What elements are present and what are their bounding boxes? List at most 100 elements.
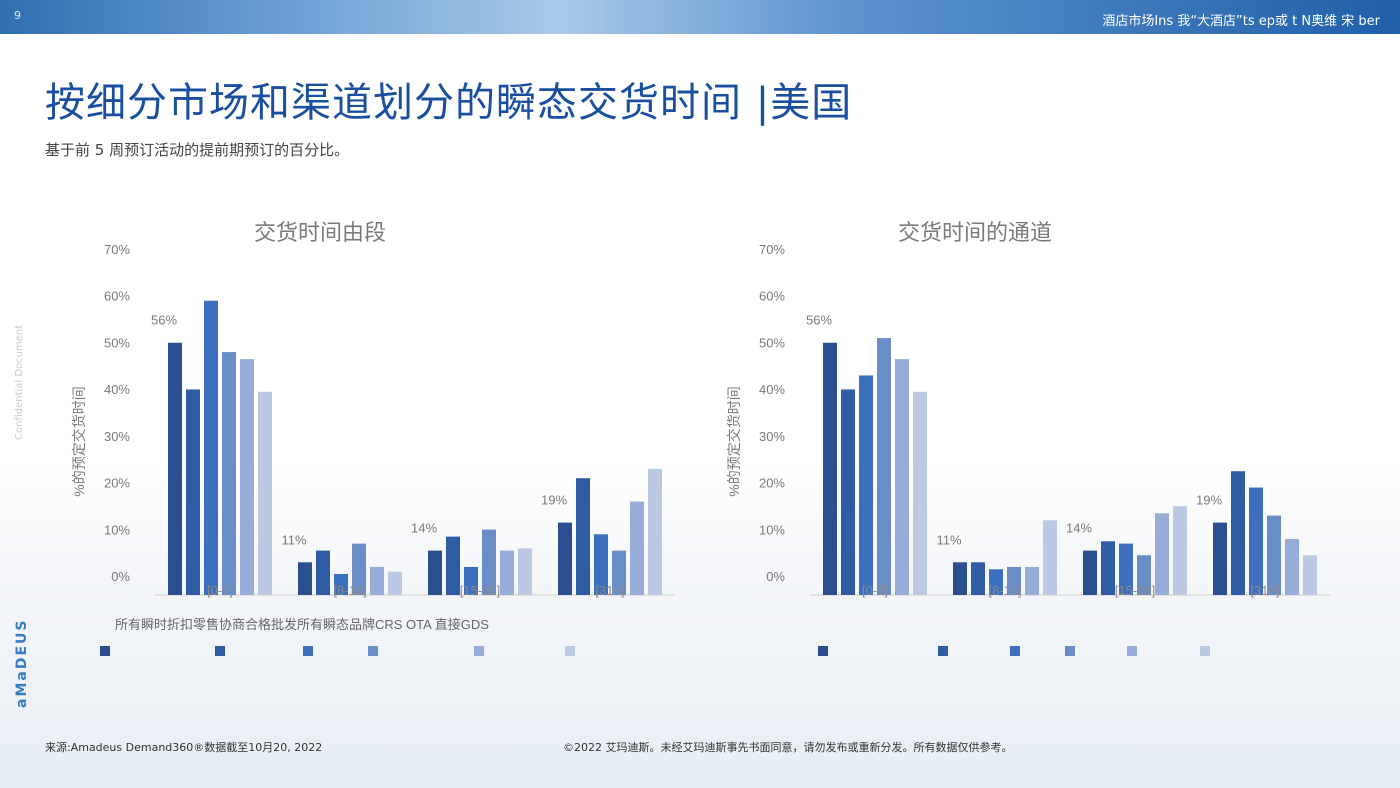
bar: [222, 352, 236, 595]
footer-source: 来源:Amadeus Demand360®数据截至10月20, 2022: [45, 741, 323, 754]
bar: [518, 548, 532, 595]
bar: [989, 569, 1003, 595]
data-label: 19%: [541, 493, 567, 508]
bar: [630, 501, 644, 595]
x-tick-label: [31+]: [595, 583, 624, 598]
bar: [1249, 487, 1263, 595]
bar: [446, 536, 460, 595]
legend-swatch: [474, 646, 484, 656]
bar: [186, 389, 200, 595]
page-number: 9: [14, 9, 21, 22]
data-label: 11%: [936, 532, 961, 547]
bar: [464, 566, 478, 595]
bar: [1285, 538, 1299, 595]
bar: [648, 468, 662, 595]
x-tick-label: [15-30]: [460, 583, 500, 598]
data-label: 11%: [281, 532, 306, 547]
confidential-label: Confidential Document: [14, 324, 25, 440]
bar: [576, 478, 590, 595]
data-label: 56%: [806, 313, 832, 328]
legend-swatch: [1010, 646, 1020, 656]
y-axis-label: %的预定交货时间: [71, 386, 87, 496]
data-label: 14%: [1066, 521, 1092, 536]
bar: [841, 389, 855, 595]
data-label: 14%: [411, 521, 437, 536]
bar: [895, 359, 909, 595]
y-tick-label: 60%: [104, 289, 130, 304]
bar: [1043, 520, 1057, 595]
bar: [1083, 550, 1097, 595]
bar: [1101, 541, 1115, 595]
x-tick-label: [8-14]: [988, 583, 1021, 598]
bar: [1303, 555, 1317, 595]
y-tick-label: 10%: [104, 522, 130, 537]
amadeus-logo: aMaDEUS: [14, 618, 30, 708]
y-tick-label: 70%: [104, 242, 130, 257]
legend-swatch: [303, 646, 313, 656]
bar: [240, 359, 254, 595]
bar: [612, 550, 626, 595]
bar: [594, 534, 608, 595]
chart-lead-time-by-segment: 交货时间由段 0% 10% 20% 30% 40% 50% 60% 70% %的预定交货时间 [0-…: [71, 220, 675, 656]
x-tick-label: [0-7]: [862, 583, 888, 598]
footer-copyright: ©2022 艾玛迪斯。未经艾玛迪斯事先书面同意，请勿发布或重新分发。所有数据仅供…: [563, 741, 1013, 754]
legend-swatch: [1065, 646, 1075, 656]
y-tick-label: 30%: [759, 429, 785, 444]
legend-swatch: [368, 646, 378, 656]
y-tick-label: 10%: [759, 522, 785, 537]
bar: [953, 562, 967, 595]
y-axis-label: %的预定交货时间: [726, 386, 742, 496]
legend-swatch: [938, 646, 948, 656]
bar: [370, 566, 384, 595]
y-tick-label: 50%: [104, 335, 130, 350]
bar: [1173, 506, 1187, 595]
bar: [877, 338, 891, 595]
x-tick-label: [0-7]: [207, 583, 233, 598]
y-tick-label: 20%: [104, 476, 130, 491]
bar: [482, 529, 496, 595]
bar: [971, 562, 985, 595]
bar: [913, 391, 927, 595]
x-tick-label: [8-14]: [333, 583, 366, 598]
y-tick-label: 40%: [104, 382, 130, 397]
legend-swatch: [565, 646, 575, 656]
legend-text: 所有瞬时折扣零售协商合格批发所有瞬态品牌CRS OTA 直接GDS: [115, 617, 489, 632]
y-tick-label: 50%: [759, 335, 785, 350]
legend-swatch: [1200, 646, 1210, 656]
y-tick-label: 30%: [104, 429, 130, 444]
header-text: 酒店市场Ins 我“大酒店”ts ep或 t N奥维 宋 ber: [1102, 14, 1380, 29]
bar: [1007, 566, 1021, 595]
legend-swatch: [100, 646, 110, 656]
y-tick-label: 0%: [111, 569, 130, 584]
chart-title: 交货时间的通道: [898, 220, 1052, 245]
bar: [558, 522, 572, 595]
bar: [258, 391, 272, 595]
chart-lead-time-by-channel: 交货时间的通道 0% 10% 20% 30% 40% 50% 60% 70% %的预定交货时间 [0…: [726, 220, 1330, 656]
x-tick-label: [31+]: [1250, 583, 1279, 598]
legend-swatch: [215, 646, 225, 656]
bar: [428, 550, 442, 595]
bar: [1025, 566, 1039, 595]
y-tick-label: 40%: [759, 382, 785, 397]
y-tick-label: 60%: [759, 289, 785, 304]
bar: [352, 543, 366, 595]
bar: [316, 550, 330, 595]
bar: [204, 300, 218, 595]
bar: [823, 342, 837, 595]
x-tick-label: [15-30]: [1115, 583, 1155, 598]
chart-title: 交货时间由段: [254, 220, 386, 245]
bar: [500, 550, 514, 595]
legend-swatch: [818, 646, 828, 656]
bar: [1137, 555, 1151, 595]
bar: [1267, 515, 1281, 595]
bar: [1213, 522, 1227, 595]
y-tick-label: 70%: [759, 242, 785, 257]
top-banner: [0, 0, 1400, 34]
page-title: 按细分市场和渠道划分的瞬态交货时间 |美国: [45, 80, 853, 126]
bar: [168, 342, 182, 595]
bar: [388, 571, 402, 595]
bar: [1119, 543, 1133, 595]
data-label: 19%: [1196, 493, 1222, 508]
bar: [859, 375, 873, 595]
bar: [1155, 513, 1169, 595]
